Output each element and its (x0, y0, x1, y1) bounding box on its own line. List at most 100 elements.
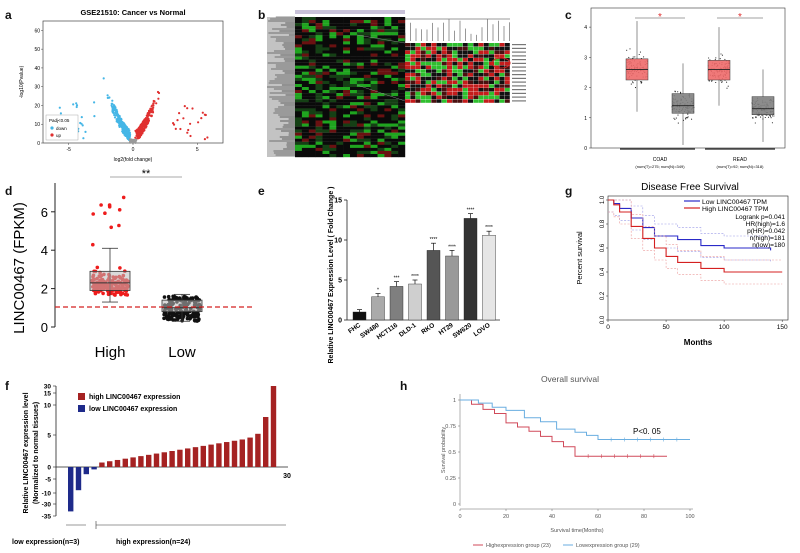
bar (146, 454, 152, 467)
heatmap-cell (499, 43, 505, 47)
heatmap-cell (322, 74, 330, 78)
panel-h-xlabel: Survival time(Months) (550, 528, 603, 534)
heatmap-cell (350, 23, 358, 27)
heatmap-cell (391, 38, 399, 42)
heatmap-cell (356, 50, 364, 54)
low-point (165, 316, 170, 321)
heatmap-cell (301, 44, 309, 48)
heatmap-cell (308, 138, 316, 142)
volcano-point (152, 102, 155, 105)
volcano-point (106, 94, 109, 97)
heatmap-cell (494, 73, 500, 77)
heatmap-cell (478, 50, 484, 54)
jitter-point (674, 90, 676, 92)
heatmap-cell (295, 99, 303, 103)
heatmap-cell (391, 62, 399, 66)
heatmap-cell (356, 65, 364, 69)
heatmap-cell (295, 56, 303, 60)
panel-label-d: d (5, 184, 13, 198)
heatmap-cell (426, 65, 431, 69)
ytick-label: 20 (34, 103, 40, 109)
stat-text: n(high)=181 (750, 235, 786, 242)
heatmap-cell (363, 138, 371, 142)
heatmap-cell (295, 44, 303, 48)
heatmap-cell (315, 147, 323, 152)
panel-a-legend-down: down (56, 126, 67, 131)
heatmap-cell (308, 105, 316, 109)
ytick-label: 0 (584, 146, 587, 152)
heatmap-cell (452, 43, 458, 47)
heatmap-cell (329, 138, 337, 142)
volcano-point (80, 116, 83, 119)
heatmap-cell (447, 65, 452, 69)
heatmap-cell (494, 95, 500, 99)
heatmap-cell (468, 43, 473, 47)
heatmap-cell (384, 53, 392, 57)
jitter-point (677, 91, 679, 93)
heatmap-cell (336, 99, 344, 103)
heatmap-cell (363, 135, 371, 139)
heatmap-dendrogram (267, 16, 295, 157)
heatmap-cell (350, 62, 358, 66)
heatmap-cell (356, 53, 364, 57)
heatmap-cell (426, 61, 431, 66)
ytick-label: 30 (44, 384, 52, 391)
volcano-point (122, 122, 125, 125)
heatmap-cell (447, 88, 452, 92)
heatmap-cell (295, 135, 303, 139)
heatmap-cell (356, 147, 364, 152)
panel-h-survival: Overall survival 0 0.25 0.5 0.75 1 0 20 40 60 80 1… (441, 374, 695, 549)
heatmap-cell (350, 80, 358, 85)
heatmap-cell (377, 126, 385, 130)
heatmap-cell (468, 58, 473, 62)
heatmap-cell (363, 96, 371, 100)
heatmap-cell (398, 65, 406, 69)
heatmap-cell (489, 69, 494, 73)
heatmap-cell (415, 80, 421, 84)
heatmap-cell (301, 38, 309, 42)
heatmap-cell (452, 58, 458, 62)
heatmap-cell (398, 154, 406, 158)
heatmap-cell (363, 93, 371, 97)
heatmap-cell (468, 99, 473, 103)
low-point (173, 318, 177, 322)
heatmap-cell (494, 58, 500, 62)
heatmap-cell (384, 44, 392, 48)
bar (138, 456, 144, 467)
heatmap-cell (370, 62, 378, 66)
heatmap-cell (398, 74, 406, 78)
heatmap-cell (483, 80, 489, 84)
low-point (182, 296, 186, 301)
bar (114, 459, 121, 467)
heatmap-cell (494, 80, 500, 84)
heatmap-cell (356, 44, 364, 48)
heatmap-cell (405, 58, 410, 62)
ytick-label: 0 (453, 502, 456, 508)
jitter-point (687, 113, 689, 115)
jitter-point (768, 114, 770, 116)
heatmap-cell (295, 96, 303, 100)
panel-a-xlabel: log2(fold change) (114, 157, 153, 163)
xtick-label: 30 (283, 473, 291, 480)
heatmap-cell (405, 65, 410, 69)
jitter-point (758, 115, 760, 117)
heatmap-cell (356, 141, 364, 145)
heatmap-cell (336, 35, 344, 39)
heatmap-cell (436, 84, 442, 88)
heatmap-cell (377, 59, 385, 63)
heatmap-cell (363, 141, 371, 145)
heatmap-cell (398, 135, 406, 139)
heatmap-cell (295, 62, 303, 66)
sig-mark: **** (448, 244, 456, 250)
jitter-point (674, 118, 676, 120)
heatmap-cell (370, 90, 378, 94)
bar (352, 311, 367, 321)
heatmap-cell (301, 71, 309, 75)
ytick-label: 0 (37, 141, 40, 147)
panel-g-title: Disease Free Survival (641, 182, 739, 193)
heatmap-cell (384, 147, 392, 152)
group-label-coad: COAD (653, 157, 668, 163)
heatmap-cell (308, 23, 316, 27)
volcano-point (115, 120, 118, 123)
box (161, 299, 203, 313)
